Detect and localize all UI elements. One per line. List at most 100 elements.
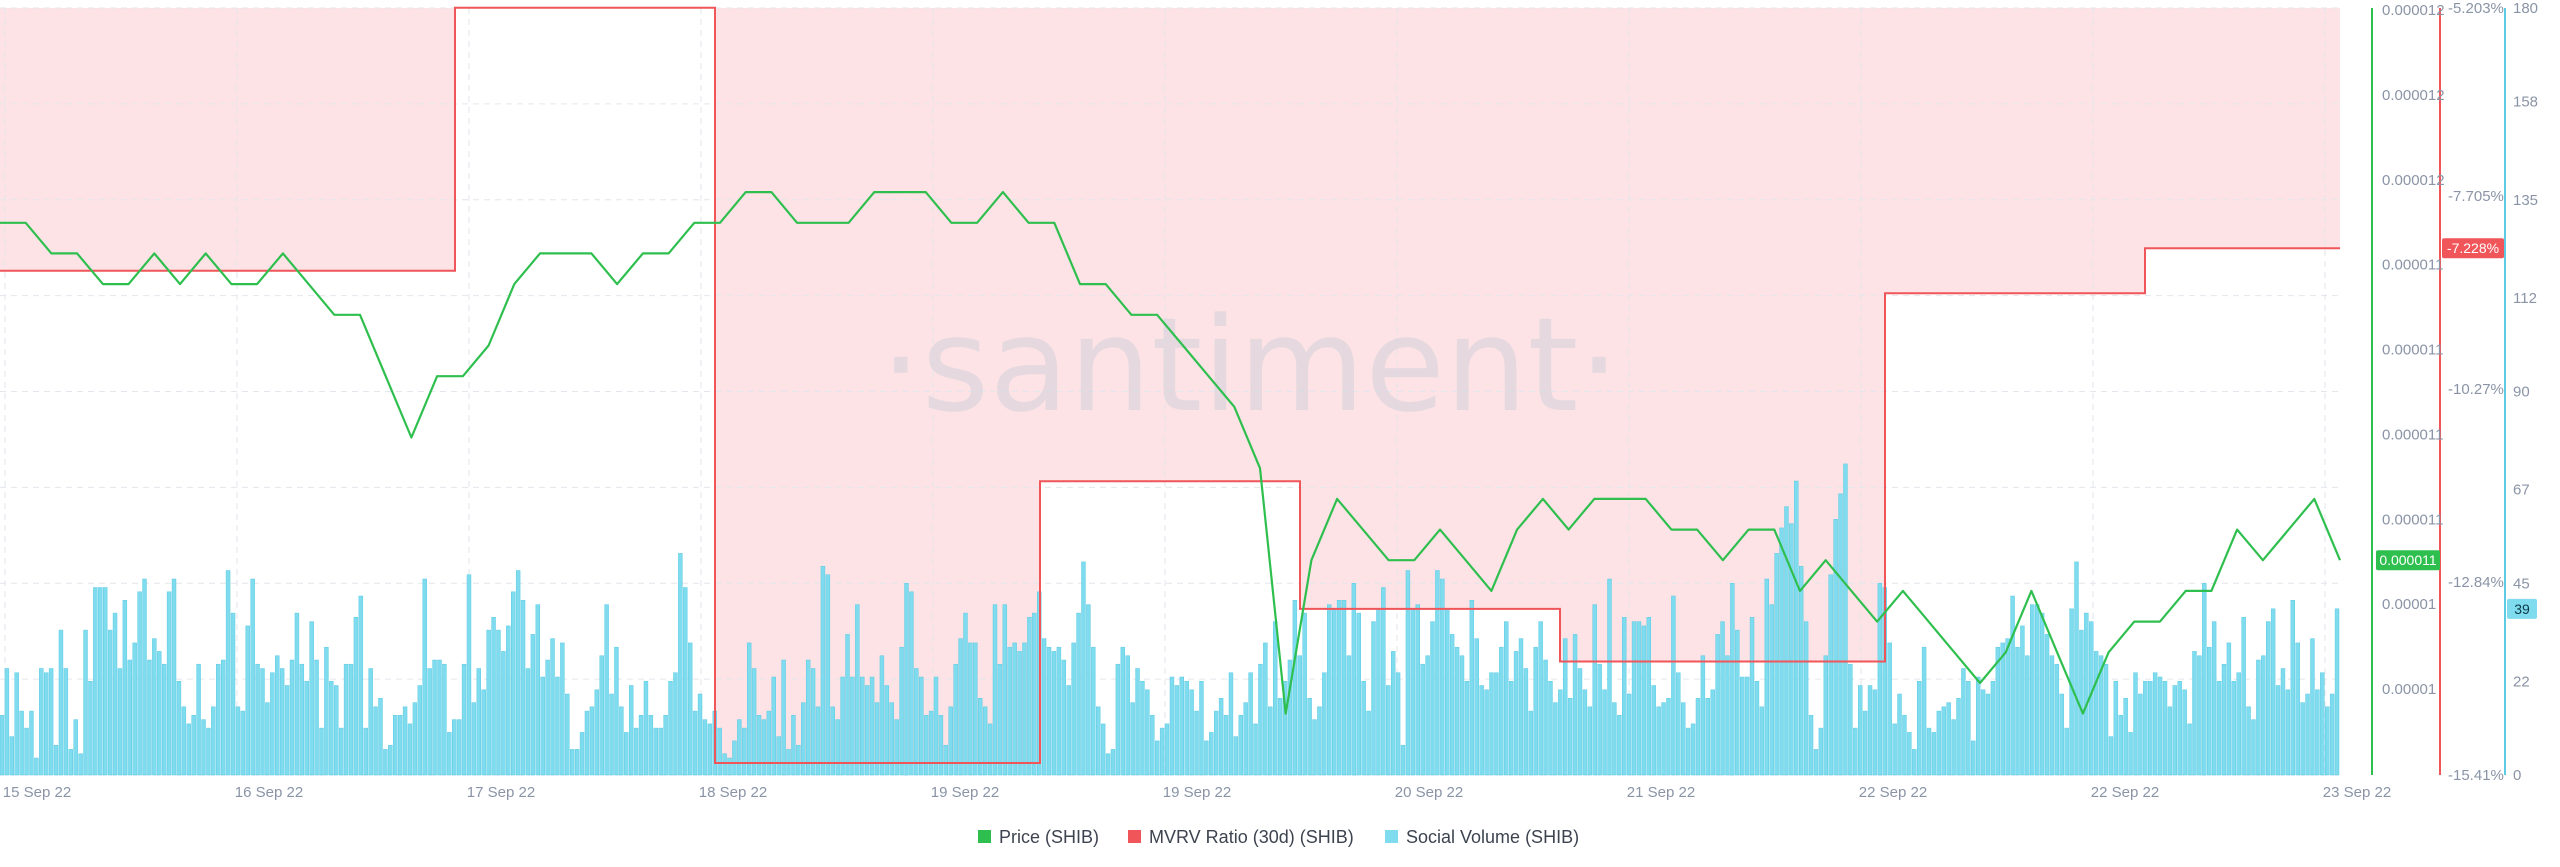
price-tick-label: 0.000011 — [2382, 511, 2443, 528]
social-volume-bar — [1902, 715, 1907, 776]
social-volume-bar — [1263, 642, 1268, 776]
price-line — [0, 191, 2342, 715]
social-volume-bar — [1336, 600, 1342, 776]
social-volume-bar — [2315, 689, 2320, 776]
social-volume-bar — [1356, 612, 1361, 776]
social-volume-bar — [1007, 646, 1012, 776]
social-volume-bar — [643, 681, 649, 776]
social-volume-bar — [1725, 655, 1730, 776]
social-volume-bar — [1848, 663, 1853, 776]
social-volume-bar — [343, 663, 349, 776]
social-volume-bar — [1199, 681, 1204, 776]
social-volume-bar — [1390, 651, 1396, 776]
social-volume-bar — [1926, 727, 1932, 776]
legend-swatch — [1128, 830, 1141, 843]
social-volume-bar — [1671, 595, 1676, 776]
social-volume-bar — [1474, 638, 1479, 776]
social-volume-bar — [2211, 621, 2217, 776]
social-volume-bar — [1361, 681, 1366, 776]
social-volume-bar — [1803, 621, 1809, 776]
social-volume-bar — [1995, 646, 2001, 776]
social-volume-bar — [1351, 583, 1357, 776]
social-volume-bar — [2049, 655, 2055, 776]
social-volume-bar — [2074, 561, 2079, 776]
social-volume-bar — [1789, 523, 1794, 776]
social-volume-bar — [1145, 689, 1150, 776]
social-volume-bar — [520, 600, 526, 776]
social-volume-bar — [284, 685, 290, 776]
social-volume-bar — [1115, 663, 1121, 776]
social-volume-bar — [928, 710, 934, 776]
social-volume-bar — [1312, 719, 1317, 776]
social-volume-bar — [751, 668, 757, 776]
social-volume-bar — [1528, 710, 1534, 776]
social-volume-bar — [1705, 698, 1711, 776]
legend-item-price[interactable]: Price (SHIB) — [978, 827, 1099, 847]
social-volume-bar — [1730, 583, 1735, 776]
social-volume-bar — [525, 668, 531, 776]
social-volume-bar — [1872, 689, 1878, 776]
social-volume-bar — [2098, 655, 2104, 776]
social-volume-bar — [1784, 506, 1789, 776]
social-volume-bar — [1774, 553, 1779, 776]
legend-item-social[interactable]: Social Volume (SHIB) — [1385, 827, 1579, 847]
social-volume-bar — [324, 646, 329, 776]
social-volume-bar — [1887, 642, 1892, 776]
social-volume-bar — [2138, 693, 2143, 776]
social-volume-bar — [2113, 681, 2119, 776]
social-volume-bar — [1912, 749, 1917, 776]
social-volume-bar — [1936, 710, 1942, 776]
social-volume-bar — [2261, 655, 2266, 776]
social-volume-bar — [978, 698, 983, 776]
social-volume-bar — [2334, 608, 2340, 776]
social-volume-bar — [815, 706, 821, 776]
social-volume-bar — [1548, 681, 1553, 776]
social-volume-bar — [919, 676, 924, 776]
social-volume-bar — [570, 749, 575, 776]
social-volume-bar — [304, 681, 309, 776]
social-volume-bar — [1862, 710, 1868, 776]
social-tick-label: 135 — [2513, 192, 2538, 209]
social-volume-bar — [1307, 698, 1312, 776]
legend-item-mvrv[interactable]: MVRV Ratio (30d) (SHIB) — [1128, 827, 1354, 847]
social-volume-bar — [594, 689, 600, 776]
social-volume-bar — [1381, 587, 1386, 776]
social-volume-bar — [383, 749, 388, 776]
social-volume-bar — [1685, 727, 1691, 776]
social-volume-bar — [658, 727, 663, 776]
social-volume-bar — [1464, 681, 1470, 776]
social-volume-bar — [1990, 681, 1996, 776]
social-volume-bar — [9, 736, 14, 776]
legend[interactable]: Price (SHIB) MVRV Ratio (30d) (SHIB) Socia… — [978, 827, 1579, 847]
social-volume-bar — [604, 604, 609, 776]
social-volume-bar — [2005, 638, 2010, 776]
social-volume-bar — [319, 727, 324, 776]
social-volume-bar — [1961, 668, 1966, 776]
social-volume-bar — [506, 625, 511, 776]
social-volume-bar — [840, 676, 845, 776]
social-volume-bar — [314, 659, 319, 776]
social-volume-bar — [206, 727, 211, 776]
social-volume-bar — [933, 676, 939, 776]
social-volume-bar — [1749, 617, 1755, 776]
social-volume-bar — [88, 681, 93, 776]
social-volume-bar — [1828, 574, 1833, 776]
social-volume-bar — [1253, 723, 1258, 776]
social-volume-bar — [2172, 685, 2178, 776]
social-volume-bar — [24, 727, 29, 776]
social-volume-bar — [1735, 629, 1740, 776]
social-volume-bar — [117, 668, 123, 776]
social-volume-bar — [1022, 642, 1027, 776]
social-volume-bar — [2187, 723, 2192, 776]
price-tick-label: 0.00001 — [2382, 681, 2436, 698]
social-volume-bar — [2310, 638, 2315, 776]
social-volume-bar — [171, 578, 177, 776]
x-tick-label: 22 Sep 22 — [2091, 784, 2159, 801]
social-volume-bar — [334, 685, 339, 776]
social-volume-bar — [702, 719, 708, 776]
social-volume-bar — [4, 668, 10, 776]
social-volume-bar — [1818, 727, 1824, 776]
social-volume-bar — [245, 625, 250, 776]
social-volume-bar — [1341, 600, 1347, 776]
social-volume-bar — [1056, 646, 1062, 776]
